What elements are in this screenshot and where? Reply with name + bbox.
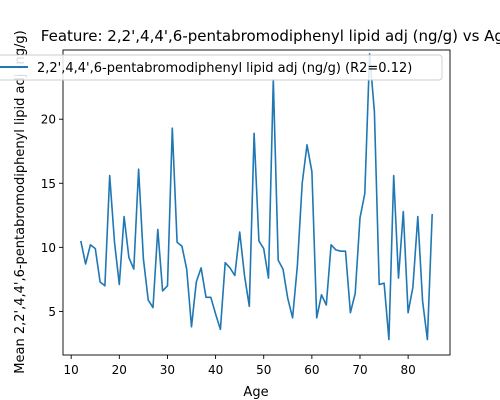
x-tick-label: 40 [208,363,223,377]
y-axis: 5 10 15 20 [41,113,63,319]
x-tick-label: 30 [160,363,175,377]
legend-box [0,54,443,81]
chart-title: Feature: 2,2',4,4',6-pentabromodiphenyl … [41,27,500,45]
x-tick-label: 10 [64,363,79,377]
series-line-0 [80,52,433,341]
x-tick-label: 50 [256,363,271,377]
x-tick-label: 80 [400,363,415,377]
series-layer [80,52,433,341]
x-tick-label: 20 [112,363,127,377]
x-axis-label: Age [243,385,268,400]
y-tick-label: 5 [48,305,56,319]
x-axis: 10 20 30 40 50 60 70 80 [64,355,416,377]
x-tick-label: 70 [352,363,367,377]
y-tick-label: 15 [41,177,56,191]
legend: 2,2',4,4',6-pentabromodiphenyl lipid adj… [0,54,443,81]
y-axis-label: Mean 2,2',4,4',6-pentabromodiphenyl lipi… [13,30,28,373]
y-tick-label: 10 [41,241,56,255]
x-tick-label: 60 [304,363,319,377]
plot-frame [62,49,451,356]
legend-entry: 2,2',4,4',6-pentabromodiphenyl lipid adj… [37,61,412,76]
y-tick-label: 20 [41,113,56,127]
